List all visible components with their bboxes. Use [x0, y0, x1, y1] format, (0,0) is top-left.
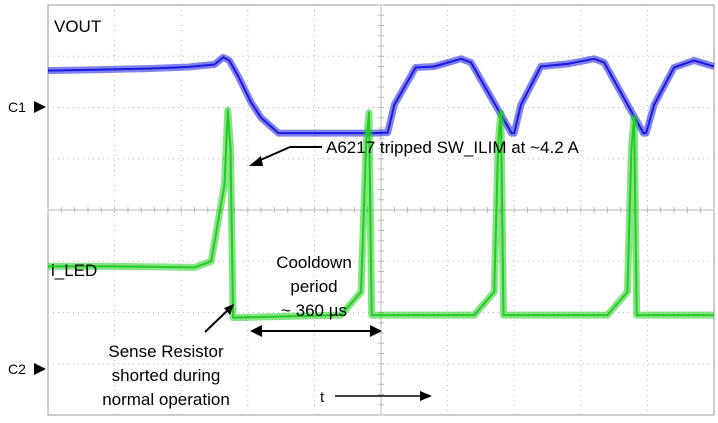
ilim-arrow-icon — [249, 156, 263, 166]
cooldown-left-arrow-icon — [250, 325, 262, 337]
sense-leader-line — [204, 309, 229, 333]
channel-2-arrow-icon — [34, 363, 46, 375]
cooldown-line-2: period — [290, 277, 337, 296]
iled-label: i_LED — [51, 261, 97, 280]
cooldown-line-1: Cooldown — [276, 253, 352, 272]
time-arrow-icon — [420, 391, 432, 401]
sense-arrow-icon — [224, 304, 234, 315]
i-led-trace — [48, 109, 714, 319]
channel-1-arrow-icon — [34, 101, 46, 113]
traces — [47, 53, 716, 322]
channel-1-marker: C1 — [8, 99, 26, 115]
ilim-annotation: A6217 tripped SW_ILIM at ~4.2 A — [326, 138, 579, 157]
vout-label: VOUT — [54, 17, 101, 36]
grid — [47, 4, 715, 416]
vout-trace — [47, 56, 715, 135]
sense-line-3: normal operation — [102, 390, 230, 409]
sense-line-1: Sense Resistor — [108, 342, 224, 361]
cooldown-right-arrow-icon — [370, 325, 382, 337]
sense-line-2: shorted during — [112, 366, 221, 385]
channel-2-marker: C2 — [8, 361, 26, 377]
cooldown-line-3: ~ 360 µs — [281, 301, 347, 320]
time-axis-label: t — [320, 389, 325, 406]
